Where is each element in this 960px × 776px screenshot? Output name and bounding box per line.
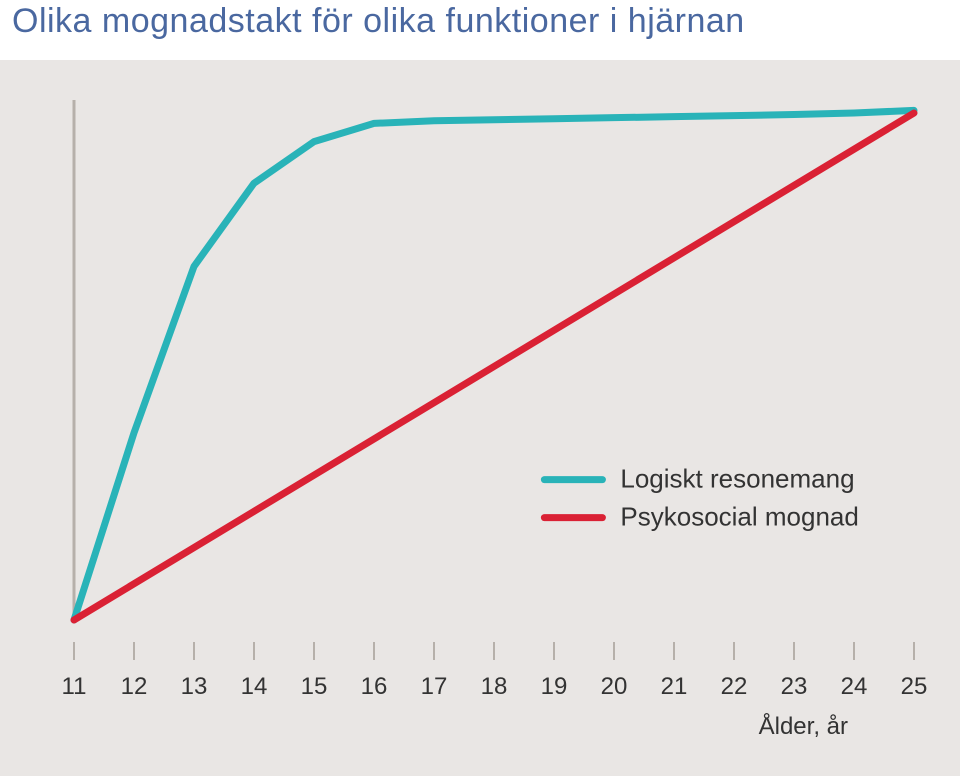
x-tick-label: 18: [481, 673, 508, 700]
legend-label: Psykosocial mognad: [620, 502, 858, 532]
series-line: [74, 113, 914, 620]
legend-row: Psykosocial mognad: [544, 502, 858, 532]
legend-label: Logiskt resonemang: [620, 464, 854, 494]
x-tick-label: 24: [841, 673, 868, 700]
page-title: Olika mognadstakt för olika funktioner i…: [0, 0, 960, 41]
x-tick-label: 14: [241, 673, 268, 700]
x-tick-label: 11: [62, 673, 87, 700]
legend: Logiskt resonemang Psykosocial mognad: [544, 464, 858, 532]
x-tick-label: 20: [601, 673, 628, 700]
chart-card: 11 12 13 14 15 16 17 18 19 20 21 22 23 24 25 Ålder, år…: [0, 60, 960, 776]
x-axis-labels: 11 12 13 14 15 16 17 18 19 20 21 22 23 24 25: [62, 673, 928, 700]
x-tick-label: 15: [301, 673, 328, 700]
maturation-line-chart: 11 12 13 14 15 16 17 18 19 20 21 22 23 24 25 Ålder, år…: [28, 80, 932, 748]
x-tick-label: 17: [421, 673, 448, 700]
series-lines: [74, 110, 914, 620]
x-tick-label: 12: [121, 673, 148, 700]
x-tick-label: 25: [901, 673, 928, 700]
x-tick-label: 19: [541, 673, 568, 700]
x-tick-label: 22: [721, 673, 748, 700]
x-axis-title: Ålder, år: [759, 712, 848, 740]
x-axis-ticks: [74, 642, 914, 660]
legend-row: Logiskt resonemang: [544, 464, 854, 494]
x-tick-label: 13: [181, 673, 208, 700]
x-tick-label: 23: [781, 673, 808, 700]
x-tick-label: 21: [661, 673, 688, 700]
x-tick-label: 16: [361, 673, 388, 700]
